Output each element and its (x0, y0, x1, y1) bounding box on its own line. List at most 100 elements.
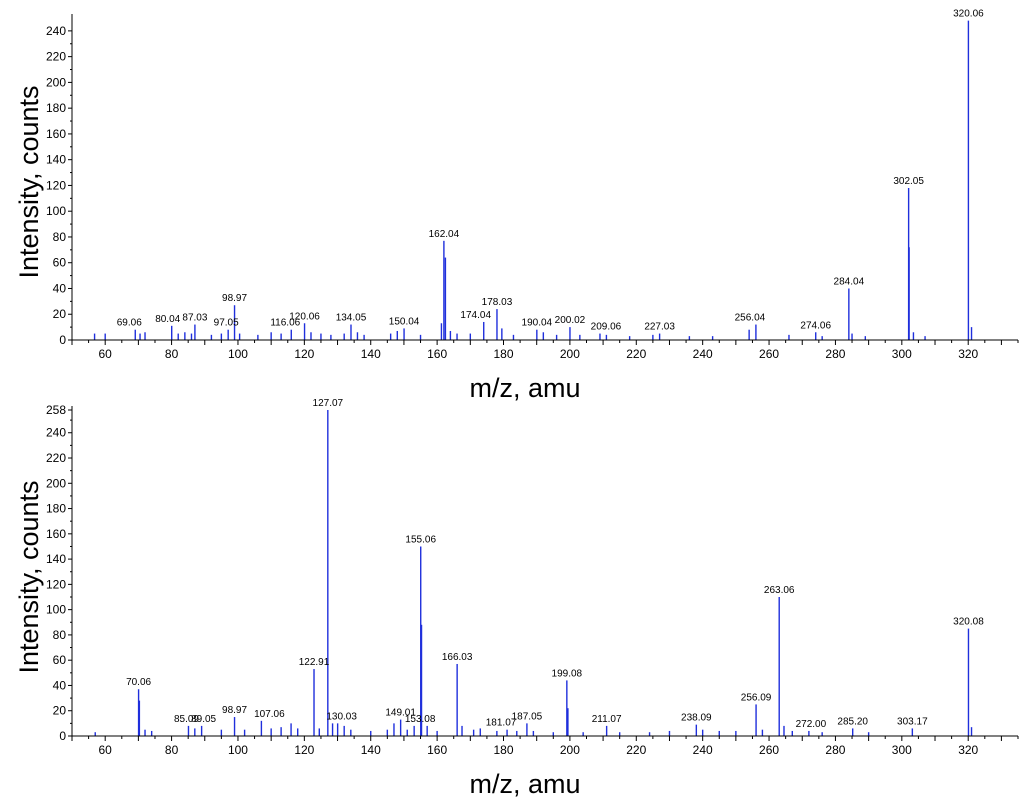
y-tick-label: 120 (46, 577, 66, 591)
spectrum-panel-top: 60 80 100 120 140 160 180 200 220 240 260 280 300 320… (14, 9, 1019, 403)
peak-label: 256.09 (741, 692, 772, 703)
y-tick-label: 140 (46, 153, 66, 167)
y-tick-label: 258 (46, 403, 66, 417)
peak-label: 272.00 (796, 719, 827, 730)
y-tick-label: 120 (46, 178, 66, 192)
x-tick-label: 320 (958, 347, 978, 361)
x-tick-label: 100 (228, 743, 248, 757)
y-tick-label: 20 (53, 704, 67, 718)
peak-label: 209.06 (591, 322, 622, 333)
x-tick-label: 320 (958, 743, 978, 757)
peak-label: 178.03 (482, 297, 513, 308)
peak-label: 303.17 (897, 716, 928, 727)
peak-label: 97.05 (214, 318, 239, 329)
peak-label: 70.06 (126, 677, 151, 688)
x-tick-label: 160 (427, 347, 447, 361)
peak-label: 149.01 (385, 708, 416, 719)
y-tick-label: 60 (53, 653, 67, 667)
y-axis-title: Intensity, counts (14, 85, 44, 278)
peak-label: 187.05 (512, 711, 543, 722)
x-tick-label: 180 (493, 347, 513, 361)
x-tick-label: 60 (99, 743, 113, 757)
x-tick-label: 220 (626, 743, 646, 757)
peak-label: 274.06 (800, 320, 831, 331)
x-tick-label: 260 (759, 347, 779, 361)
x-tick-label: 120 (294, 347, 314, 361)
peak-label: 238.09 (681, 713, 712, 724)
peak-label: 98.97 (222, 705, 247, 716)
peak-label: 89.05 (191, 714, 216, 725)
x-tick-label: 180 (493, 743, 513, 757)
x-axis-title: m/z, amu (469, 769, 580, 799)
peak-label: 166.03 (442, 652, 473, 663)
y-tick-label: 160 (46, 127, 66, 141)
peak-label: 320.06 (953, 9, 984, 20)
y-tick-label: 0 (59, 333, 66, 347)
y-tick-label: 140 (46, 552, 66, 566)
y-axis-title: Intensity, counts (14, 480, 44, 673)
x-axis-title: m/z, amu (469, 373, 580, 403)
x-tick-label: 260 (759, 743, 779, 757)
peak-label: 199.08 (552, 668, 583, 679)
peak-label: 116.06 (270, 318, 300, 329)
x-tick-label: 60 (99, 347, 113, 361)
y-tick-label: 180 (46, 502, 66, 516)
x-tick-label: 300 (892, 347, 912, 361)
x-tick-label: 80 (165, 347, 179, 361)
y-tick-label: 220 (46, 451, 66, 465)
y-tick-label: 240 (46, 24, 66, 38)
peak-label: 190.04 (522, 318, 553, 329)
y-tick-label: 80 (53, 628, 67, 642)
peak-label: 284.04 (834, 276, 865, 287)
peak-label: 122.91 (299, 657, 330, 668)
peak-label: 211.07 (592, 714, 622, 725)
peak-label: 285.20 (837, 716, 868, 727)
y-tick-label: 80 (53, 230, 67, 244)
x-tick-label: 140 (361, 347, 381, 361)
y-tick-label: 40 (53, 678, 67, 692)
peak-label: 200.02 (555, 315, 586, 326)
y-tick-label: 40 (53, 281, 67, 295)
peak-label: 256.04 (735, 313, 766, 324)
peak-label: 134.05 (336, 313, 367, 324)
peak-label: 302.05 (893, 176, 924, 187)
x-tick-label: 220 (626, 347, 646, 361)
x-tick-label: 280 (825, 743, 845, 757)
peak-label: 155.06 (405, 534, 436, 545)
x-tick-label: 300 (892, 743, 912, 757)
y-tick-label: 100 (46, 603, 66, 617)
y-tick-label: 200 (46, 75, 66, 89)
peak-label: 174.04 (460, 310, 491, 321)
y-tick-label: 160 (46, 527, 66, 541)
x-tick-label: 80 (165, 743, 179, 757)
peak-label: 181.07 (486, 718, 517, 729)
peak-label: 107.06 (254, 709, 285, 720)
peak-label: 127.07 (313, 398, 344, 409)
x-tick-label: 200 (560, 347, 580, 361)
peak-label: 162.04 (429, 229, 460, 240)
y-tick-label: 240 (46, 426, 66, 440)
peak-label: 320.08 (953, 617, 984, 628)
x-tick-label: 200 (560, 743, 580, 757)
x-tick-label: 140 (361, 743, 381, 757)
spectrum-panel-bottom: 60 80 100 120 140 160 180 200 220 240 260 280 300 320… (14, 398, 1019, 799)
peak-label: 87.03 (182, 313, 207, 324)
peak-label: 80.04 (155, 314, 180, 325)
x-tick-label: 240 (693, 347, 713, 361)
peak-label: 130.03 (326, 711, 357, 722)
x-tick-label: 160 (427, 743, 447, 757)
y-tick-label: 200 (46, 476, 66, 490)
peak-label: 69.06 (117, 318, 142, 329)
peak-label: 120.06 (289, 311, 320, 322)
peak-label: 150.04 (389, 316, 420, 327)
x-tick-label: 240 (693, 743, 713, 757)
y-tick-label: 60 (53, 256, 67, 270)
x-tick-label: 100 (228, 347, 248, 361)
y-tick-label: 0 (59, 729, 66, 743)
y-tick-label: 20 (53, 307, 67, 321)
x-tick-label: 280 (825, 347, 845, 361)
peak-label: 153.08 (405, 714, 436, 725)
peak-label: 263.06 (764, 585, 795, 596)
x-tick-label: 120 (294, 743, 314, 757)
